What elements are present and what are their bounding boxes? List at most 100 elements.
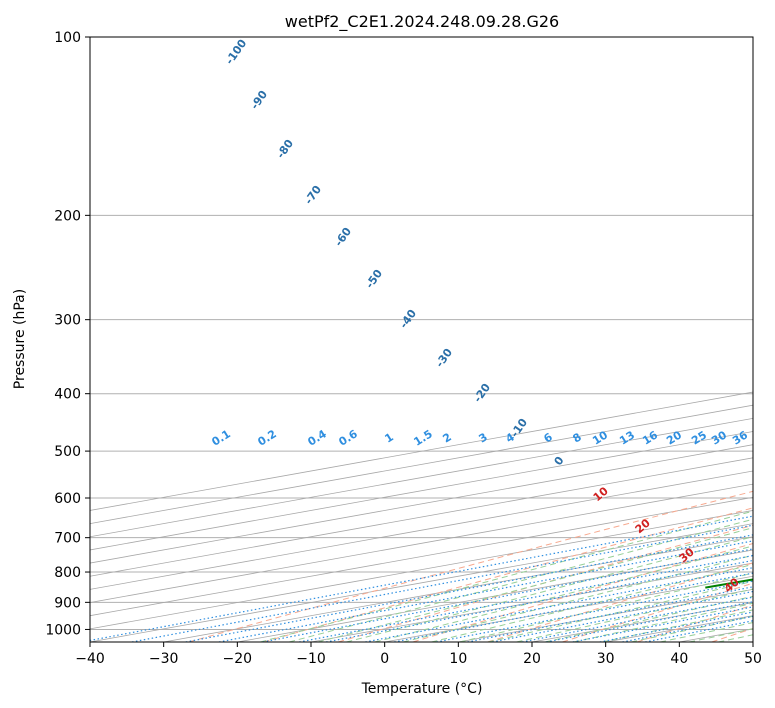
- mixing-ratio-label: 3: [476, 430, 489, 445]
- moist-adiabat-line: [459, 572, 753, 642]
- isotherm-line: [237, 549, 753, 642]
- x-tick-label: 10: [449, 651, 467, 667]
- y-tick-label: 100: [54, 30, 81, 46]
- mixing-ratio-line: [645, 620, 753, 642]
- mixing-ratio-label: 13: [617, 428, 637, 447]
- isotherm-line: [90, 496, 753, 617]
- moist-adiabat-label: -100: [223, 37, 250, 67]
- dry-adiabat-line: [412, 542, 753, 642]
- isotherm-line: [679, 628, 753, 642]
- moist-adiabat-line: [288, 518, 753, 642]
- moist-adiabat-label: -20: [471, 381, 493, 405]
- mixing-ratio-line: [436, 580, 753, 642]
- moist-adiabat-line: [260, 510, 753, 642]
- isotherm-line: [90, 431, 753, 551]
- isotherm-line: [90, 444, 753, 564]
- chart-title: wetPf2_C2E1.2024.248.09.28.G26: [285, 12, 559, 32]
- isotherm-line: [384, 575, 753, 642]
- moist-adiabat-line: [660, 622, 753, 642]
- mixing-ratio-label: 0.6: [336, 427, 360, 449]
- y-tick-label: 900: [54, 595, 81, 611]
- mixing-ratio-line: [90, 515, 753, 642]
- mixing-ratio-line: [492, 590, 753, 642]
- y-tick-label: 700: [54, 531, 81, 547]
- mixing-ratio-label: 0.2: [255, 427, 278, 448]
- moist-adiabat-label: -90: [248, 88, 270, 112]
- moist-adiabat-line: [374, 545, 753, 642]
- x-tick-label: −40: [75, 651, 105, 667]
- x-tick-label: −30: [149, 651, 179, 667]
- mixing-ratio-label: 16: [640, 428, 660, 447]
- mixing-ratio-label: 1: [382, 430, 395, 445]
- isotherm-line: [90, 510, 753, 630]
- x-tick-label: 0: [380, 651, 389, 667]
- moist-adiabat-line: [516, 588, 753, 642]
- dry-adiabat-label: 20: [633, 516, 653, 536]
- mixing-ratio-label: 8: [570, 430, 583, 445]
- moist-adiabat-label: -50: [363, 267, 385, 291]
- y-tick-label: 600: [54, 491, 81, 507]
- mixing-ratio-lines: [90, 515, 753, 642]
- moist-adiabat-label: -40: [397, 307, 419, 331]
- dry-adiabat-line: [338, 524, 753, 642]
- mixing-ratio-label: 36: [730, 428, 750, 447]
- moist-adiabat-label: -80: [274, 137, 296, 161]
- dewpoint-profile-line: [705, 578, 753, 589]
- y-tick-label: 300: [54, 313, 81, 329]
- mixing-ratio-line: [218, 540, 753, 642]
- mixing-ratio-label: 0.4: [305, 427, 329, 449]
- moist-adiabat-label: -30: [433, 346, 455, 370]
- x-tick-label: 30: [597, 651, 615, 667]
- isotherm-line: [90, 457, 753, 577]
- x-tick-label: −10: [296, 651, 326, 667]
- mixing-ratio-line: [467, 586, 753, 642]
- moist-adiabat-line: [431, 563, 753, 642]
- y-tick-label: 200: [54, 208, 81, 224]
- x-axis-ticks: −40 −30 −20 −10 0 10 20 30 40 50: [75, 642, 762, 667]
- mixing-ratio-label: 6: [541, 430, 555, 445]
- y-tick-label: 500: [54, 444, 81, 460]
- x-tick-label: 40: [670, 651, 688, 667]
- isotherm-line: [90, 523, 753, 642]
- mixing-ratio-line: [131, 524, 753, 642]
- mixing-ratio-label: 1.5: [411, 427, 434, 448]
- y-axis-ticks: 100 200 300 400 500 600 700 800 900 1000: [45, 30, 90, 638]
- inline-line-labels: 0.1 0.2 0.4 0.6 1 1.5 2 3 4 6 8 10 13 16 20 25 30 36-100-…: [209, 37, 750, 595]
- isotherm-gridlines: [90, 391, 753, 642]
- dry-adiabat-line: [188, 490, 753, 642]
- isotherm-line: [90, 470, 753, 590]
- mixing-ratio-label: 2: [440, 430, 453, 445]
- x-axis-label: Temperature (°C): [361, 681, 483, 697]
- plot-area: 0.1 0.2 0.4 0.6 1 1.5 2 3 4 6 8 10 13 16 20 25 30 36-100-…: [90, 37, 753, 642]
- moist-adiabat-label: -60: [332, 225, 354, 249]
- x-tick-label: 50: [744, 651, 762, 667]
- isotherm-line: [163, 536, 753, 642]
- isotherm-line: [310, 562, 753, 642]
- y-axis-label: Pressure (hPa): [12, 289, 28, 389]
- moist-adiabats: [260, 510, 753, 642]
- moist-adiabat-line: [402, 554, 753, 642]
- moist-adiabat-line: [346, 536, 753, 642]
- x-tick-label: 20: [523, 651, 541, 667]
- isotherm-line: [90, 483, 753, 603]
- mixing-ratio-label: 0.1: [209, 427, 232, 448]
- mixing-ratio-line: [365, 567, 753, 642]
- profile-series: [705, 578, 753, 589]
- mixing-ratio-label: 30: [709, 428, 729, 447]
- y-tick-label: 800: [54, 565, 81, 581]
- mixing-ratio-label: 25: [689, 428, 709, 447]
- plot-frame: [89, 36, 754, 643]
- x-tick-label: −20: [223, 651, 253, 667]
- y-tick-label: 1000: [45, 622, 81, 638]
- y-tick-label: 400: [54, 387, 81, 403]
- dry-adiabats: [188, 490, 753, 642]
- moist-adiabat-line: [689, 628, 753, 642]
- moist-adiabat-label: 0: [552, 454, 567, 468]
- moist-adiabat-line: [317, 527, 753, 642]
- moist-adiabat-line: [544, 595, 753, 642]
- isobar-gridlines: [90, 37, 753, 630]
- mixing-ratio-line: [394, 572, 753, 642]
- moist-adiabat-label: -70: [302, 183, 324, 207]
- isotherm-line: [752, 641, 753, 642]
